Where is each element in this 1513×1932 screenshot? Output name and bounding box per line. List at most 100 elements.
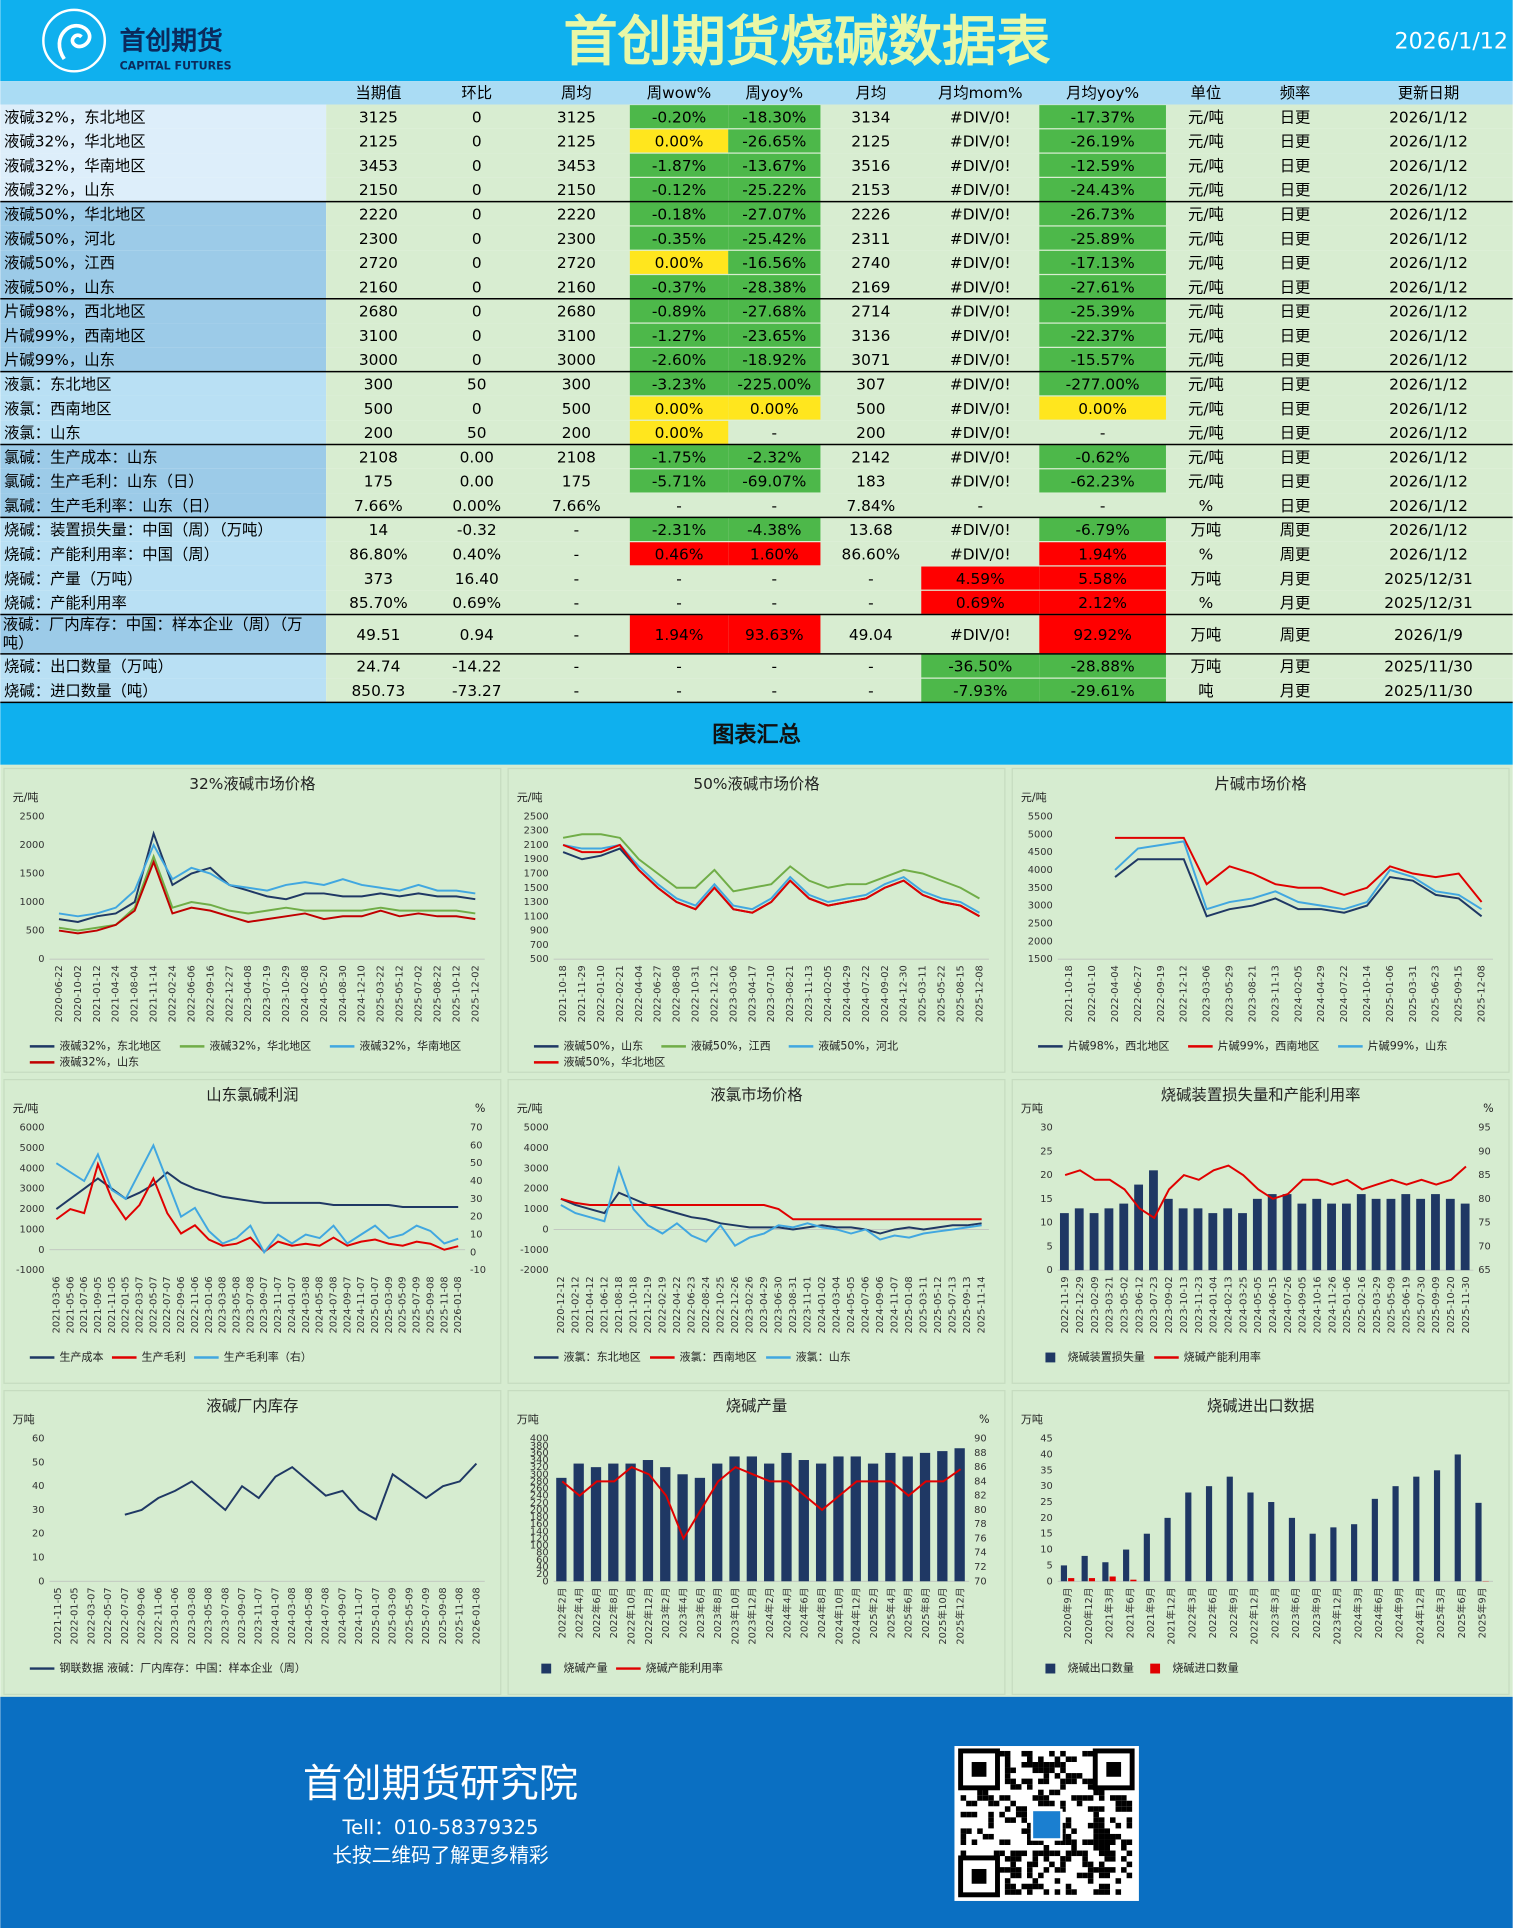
y-tick-label: 10 — [1040, 1218, 1053, 1229]
table-cell: -3.23% — [652, 376, 706, 394]
x-tick-label: 2024-01-02 — [817, 1276, 828, 1333]
table-cell: -0.37% — [652, 278, 706, 296]
x-tick-label: 2022-01-10 — [1087, 965, 1098, 1022]
x-tick-label: 2021-07-06 — [79, 1276, 90, 1333]
qr-module — [1060, 1862, 1066, 1868]
qr-module — [1066, 1834, 1072, 1840]
table-cell: -0.89% — [652, 303, 706, 321]
x-tick-label: 2022-04-22 — [672, 1276, 683, 1333]
table-cell: 92.92% — [1073, 626, 1132, 644]
x-tick-label: 2021-02-12 — [570, 1276, 581, 1333]
qr-module — [1016, 1851, 1022, 1857]
qr-module — [1049, 1751, 1055, 1757]
x-tick-label: 2021-11-05 — [53, 1587, 64, 1644]
qr-module — [966, 1812, 972, 1818]
qr-module — [1038, 1768, 1044, 1774]
qr-module — [1066, 1773, 1072, 1779]
qr-module — [1044, 1773, 1050, 1779]
qr-module — [1005, 1889, 1011, 1895]
x-tick-label: 2021-08-04 — [130, 965, 141, 1022]
row-label: 液碱50%，华北地区 — [4, 206, 146, 224]
qr-module — [1082, 1839, 1088, 1845]
qr-module — [1038, 1801, 1044, 1807]
x-tick-label: 2024-05-20 — [319, 965, 330, 1022]
row-bg — [326, 250, 1513, 274]
bar — [1475, 1503, 1481, 1581]
qr-module — [1116, 1823, 1122, 1829]
qr-module — [1021, 1806, 1027, 1812]
x-tick-label: 2025-09-15 — [1454, 965, 1465, 1022]
table-cell: -28.38% — [742, 278, 806, 296]
column-header: 月均yoy% — [1066, 84, 1139, 102]
y-tick-label: 0 — [38, 1576, 44, 1587]
column-header: 环比 — [461, 84, 492, 102]
x-tick-label: 2025年4月 — [884, 1587, 897, 1638]
x-tick-label: 2025-11-14 — [977, 1276, 988, 1333]
x-tick-label: 2023年2月 — [659, 1587, 672, 1638]
bar — [1164, 1199, 1173, 1270]
qr-module — [994, 1801, 1000, 1807]
row-label: 液碱50%，河北 — [4, 230, 115, 248]
y-tick-label: 1500 — [524, 883, 549, 894]
x-tick-label: 2023-08-31 — [788, 1276, 799, 1333]
x-tick-label: 2025-12-08 — [1477, 965, 1488, 1022]
qr-module — [1005, 1751, 1011, 1757]
bar — [1134, 1185, 1143, 1271]
legend-label: 生产成本 — [59, 1349, 103, 1363]
qr-module — [1005, 1779, 1011, 1785]
table-cell: 元/吨 — [1188, 254, 1224, 272]
qr-module — [1027, 1784, 1033, 1790]
table-cell: 日更 — [1280, 206, 1311, 224]
table-cell: 0.46% — [655, 546, 704, 564]
table-cell: 49.51 — [356, 626, 400, 644]
table-cell: 日更 — [1280, 133, 1311, 151]
table-cell: 1.60% — [750, 546, 799, 564]
x-tick-label: 2025-10-12 — [451, 965, 462, 1022]
table-cell: 500 — [856, 400, 885, 418]
qr-module — [1099, 1851, 1105, 1857]
qr-module — [1033, 1851, 1039, 1857]
x-tick-label: 2022-03-07 — [135, 1276, 146, 1333]
qr-module — [972, 1801, 978, 1807]
chart-title: 液碱厂内库存 — [206, 1397, 298, 1415]
qr-module — [988, 1823, 994, 1829]
qr-module — [1038, 1873, 1044, 1879]
table-cell: 300 — [562, 376, 591, 394]
column-header: 周wow% — [647, 84, 711, 102]
qr-module — [1044, 1845, 1050, 1851]
row-bg — [326, 469, 1513, 493]
x-tick-label: 2025-05-09 — [404, 1587, 415, 1644]
qr-module — [1010, 1884, 1016, 1890]
x-tick-label: 2023-03-06 — [1202, 965, 1213, 1022]
table-cell: 2160 — [557, 278, 596, 296]
x-tick-label: 2023-06-30 — [774, 1276, 785, 1333]
x-tick-label: 2023年6月 — [694, 1587, 707, 1638]
table-cell: #DIV/0! — [950, 626, 1011, 644]
table-cell: 周更 — [1280, 546, 1311, 564]
table-cell: 日更 — [1280, 351, 1311, 369]
table-cell: - — [772, 570, 778, 588]
table-cell: 2220 — [557, 206, 596, 224]
table-cell: -0.62% — [1075, 448, 1129, 466]
x-tick-label: 2023-04-17 — [747, 965, 758, 1022]
qr-module — [1066, 1779, 1072, 1785]
x-tick-label: 2025-07-09 — [412, 1276, 423, 1333]
qr-module — [999, 1812, 1005, 1818]
x-tick-label: 2023-01-06 — [204, 1276, 215, 1333]
row-label: 液碱：厂内库存：中国：样本企业（周）（万吨） — [3, 614, 324, 653]
x-tick-label: 2024-09-02 — [880, 965, 891, 1022]
qr-module — [1121, 1801, 1127, 1807]
y-tick-label: 1300 — [524, 897, 549, 908]
legend-label: 液碱50%，河北 — [818, 1038, 898, 1052]
qr-module — [1071, 1795, 1077, 1801]
legend-label: 生产毛利 — [141, 1349, 185, 1363]
table-cell: 0.00% — [655, 254, 704, 272]
qr-module — [961, 1834, 967, 1840]
table-cell: 2125 — [359, 133, 398, 151]
row-bg — [326, 614, 1513, 653]
qr-module — [1093, 1889, 1099, 1895]
table-cell: #DIV/0! — [950, 448, 1011, 466]
row-bg — [326, 299, 1513, 323]
y-tick-label: 1000 — [524, 1204, 549, 1215]
x-tick-label: 2024-05-08 — [304, 1587, 315, 1644]
